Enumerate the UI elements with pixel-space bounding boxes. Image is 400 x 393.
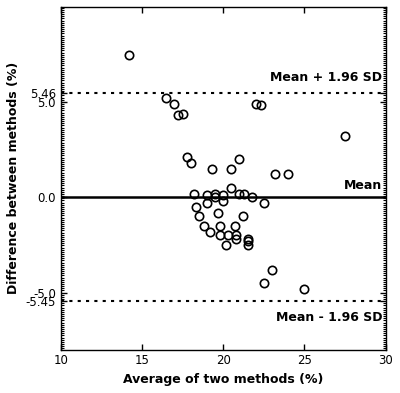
Y-axis label: Difference between methods (%): Difference between methods (%): [7, 62, 20, 294]
Text: Mean: Mean: [344, 179, 382, 192]
Text: Mean - 1.96 SD: Mean - 1.96 SD: [276, 310, 382, 323]
X-axis label: Average of two methods (%): Average of two methods (%): [123, 373, 323, 386]
Text: Mean + 1.96 SD: Mean + 1.96 SD: [270, 71, 382, 84]
